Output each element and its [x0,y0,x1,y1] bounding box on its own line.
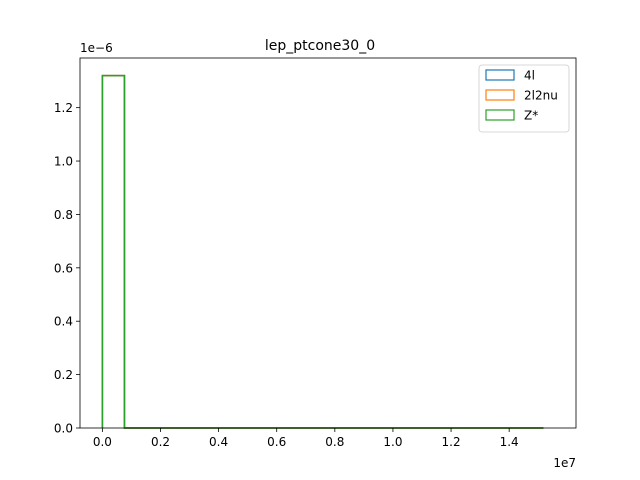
x-tick-label: 1.0 [383,435,402,449]
y-tick-label: 0.4 [54,315,73,329]
legend-swatch [485,109,515,121]
legend-swatch [485,69,515,81]
legend-label: 4l [524,69,535,83]
legend-label: 2l2nu [524,89,558,103]
y-tick-label: 0.8 [54,208,73,222]
y-tick-label: 1.2 [54,101,73,115]
x-tick-label: 0.2 [151,435,170,449]
x-axis: 0.0 0.2 0.4 0.6 0.8 1.0 1.2 1.4 [93,428,519,449]
x-tick-label: 0.6 [267,435,286,449]
legend-box [478,64,570,133]
y-tick-label: 0.2 [54,368,73,382]
plot-frame [79,57,577,429]
y-axis-offset-label: 1e−6 [80,41,113,55]
series-0-step [101,74,544,429]
x-tick-label: 0.0 [93,435,112,449]
y-tick-label: 0.0 [54,422,73,436]
y-axis: 0.0 0.2 0.4 0.6 0.8 1.0 1.2 [54,101,80,436]
y-tick-label: 1.0 [54,155,73,169]
series-layer [101,74,544,429]
x-tick-label: 0.4 [209,435,228,449]
y-tick-label: 0.6 [54,261,73,275]
x-tick-label: 1.2 [442,435,461,449]
series-2-step [101,74,544,429]
x-tick-label: 0.8 [325,435,344,449]
legend-swatch [485,89,515,101]
x-axis-offset-label: 1e7 [553,456,576,470]
chart-title: lep_ptcone30_0 [265,38,375,54]
series-1-step [101,74,544,429]
legend-label: Z* [524,109,538,123]
x-tick-label: 1.4 [500,435,519,449]
legend: 4l 2l2nu Z* [478,64,570,133]
